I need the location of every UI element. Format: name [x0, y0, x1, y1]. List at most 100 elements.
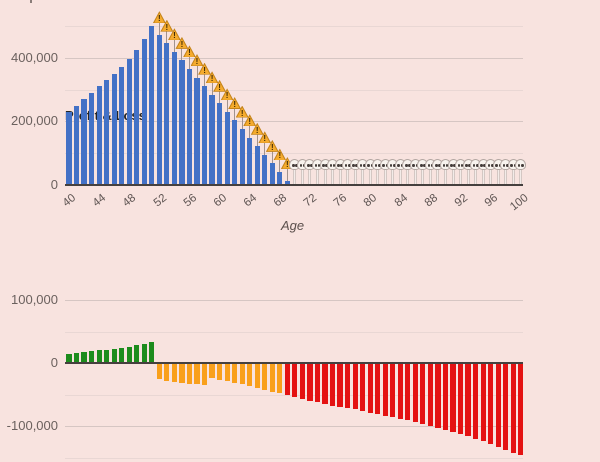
severe-loss-bar[interactable]	[390, 364, 396, 418]
severe-loss-bar[interactable]	[442, 364, 449, 430]
profit-bar[interactable]	[96, 350, 102, 363]
balance-bar[interactable]	[141, 39, 147, 185]
balance-bar[interactable]	[73, 105, 80, 185]
severe-loss-bar[interactable]	[510, 364, 516, 453]
severe-loss-bar[interactable]	[284, 364, 290, 395]
balance-bar[interactable]	[217, 103, 223, 185]
profit-bar[interactable]	[119, 347, 125, 363]
balance-bar[interactable]	[88, 92, 95, 185]
moderate-loss-bar[interactable]	[277, 364, 283, 394]
warning-icon[interactable]: !	[167, 28, 181, 41]
balance-bar[interactable]	[247, 137, 253, 185]
balance-bar[interactable]	[239, 129, 245, 185]
moderate-loss-bar[interactable]	[186, 364, 193, 384]
balance-bar[interactable]	[209, 94, 215, 185]
moderate-loss-bar[interactable]	[232, 364, 238, 383]
severe-loss-bar[interactable]	[435, 364, 441, 428]
warning-icon[interactable]: !	[190, 54, 204, 67]
moderate-loss-bar[interactable]	[194, 364, 200, 385]
balance-bar[interactable]	[254, 146, 260, 185]
profit-bar[interactable]	[88, 351, 95, 363]
severe-loss-bar[interactable]	[488, 364, 494, 445]
severe-loss-bar[interactable]	[352, 364, 358, 410]
severe-loss-bar[interactable]	[480, 364, 486, 442]
severe-loss-bar[interactable]	[345, 364, 351, 409]
severe-loss-bar[interactable]	[337, 364, 343, 407]
moderate-loss-bar[interactable]	[262, 364, 268, 391]
profit-bar[interactable]	[81, 352, 87, 363]
moderate-loss-bar[interactable]	[224, 364, 230, 382]
severe-loss-bar[interactable]	[397, 364, 403, 419]
balance-bar[interactable]	[201, 86, 208, 185]
severe-loss-bar[interactable]	[314, 364, 321, 403]
balance-bar[interactable]	[111, 73, 117, 185]
severe-loss-bar[interactable]	[360, 364, 366, 411]
warning-icon[interactable]: !	[228, 96, 242, 109]
warning-icon[interactable]: !	[243, 114, 257, 127]
warning-icon[interactable]: !	[250, 122, 264, 135]
balance-bar[interactable]	[284, 180, 290, 185]
balance-bar[interactable]	[81, 99, 87, 185]
skull-icon[interactable]	[515, 159, 527, 170]
moderate-loss-bar[interactable]	[254, 364, 260, 389]
warning-icon[interactable]: !	[182, 45, 196, 58]
moderate-loss-bar[interactable]	[239, 364, 245, 385]
warning-icon[interactable]: !	[160, 19, 174, 32]
severe-loss-bar[interactable]	[420, 364, 426, 424]
balance-bar[interactable]	[119, 66, 125, 185]
severe-loss-bar[interactable]	[503, 364, 509, 451]
balance-bar[interactable]	[262, 154, 268, 185]
severe-loss-bar[interactable]	[375, 364, 381, 415]
severe-loss-bar[interactable]	[367, 364, 373, 413]
profit-bar[interactable]	[66, 353, 72, 363]
warning-icon[interactable]: !	[198, 62, 212, 75]
severe-loss-bar[interactable]	[292, 364, 298, 397]
moderate-loss-bar[interactable]	[156, 364, 162, 380]
severe-loss-bar[interactable]	[495, 364, 501, 448]
profit-bar[interactable]	[111, 348, 117, 363]
moderate-loss-bar[interactable]	[209, 364, 215, 379]
warning-icon[interactable]: !	[213, 79, 227, 92]
warning-icon[interactable]: !	[258, 131, 272, 144]
severe-loss-bar[interactable]	[518, 364, 524, 456]
severe-loss-bar[interactable]	[427, 364, 434, 426]
balance-bar[interactable]	[126, 59, 132, 185]
severe-loss-bar[interactable]	[450, 364, 456, 432]
moderate-loss-bar[interactable]	[179, 364, 185, 383]
severe-loss-bar[interactable]	[329, 364, 336, 406]
balance-bar[interactable]	[96, 86, 102, 185]
balance-bar[interactable]	[156, 34, 162, 185]
warning-icon[interactable]: !	[273, 148, 287, 161]
severe-loss-bar[interactable]	[412, 364, 418, 422]
balance-bar[interactable]	[232, 120, 238, 185]
severe-loss-bar[interactable]	[322, 364, 328, 404]
profit-bar[interactable]	[149, 341, 155, 363]
balance-bar[interactable]	[179, 60, 185, 185]
balance-bar[interactable]	[164, 43, 170, 185]
profit-bar[interactable]	[126, 346, 132, 363]
balance-bar[interactable]	[66, 111, 72, 185]
severe-loss-bar[interactable]	[405, 364, 411, 421]
warning-icon[interactable]: !	[220, 88, 234, 101]
moderate-loss-bar[interactable]	[269, 364, 275, 392]
balance-bar[interactable]	[186, 68, 193, 185]
moderate-loss-bar[interactable]	[217, 364, 223, 381]
balance-bar[interactable]	[104, 80, 110, 185]
profit-bar[interactable]	[134, 345, 140, 363]
severe-loss-bar[interactable]	[382, 364, 388, 416]
moderate-loss-bar[interactable]	[171, 364, 177, 382]
warning-icon[interactable]: !	[265, 139, 279, 152]
balance-bar[interactable]	[149, 26, 155, 185]
profit-bar[interactable]	[104, 349, 110, 363]
warning-icon[interactable]: !	[235, 105, 249, 118]
severe-loss-bar[interactable]	[473, 364, 479, 439]
balance-bar[interactable]	[134, 50, 140, 185]
warning-icon[interactable]: !	[205, 71, 219, 84]
profit-bar[interactable]	[141, 343, 147, 363]
warning-icon[interactable]: !	[152, 11, 166, 24]
balance-bar[interactable]	[171, 51, 177, 185]
severe-loss-bar[interactable]	[457, 364, 464, 434]
balance-bar[interactable]	[269, 163, 275, 185]
severe-loss-bar[interactable]	[465, 364, 471, 437]
balance-bar[interactable]	[224, 111, 230, 185]
